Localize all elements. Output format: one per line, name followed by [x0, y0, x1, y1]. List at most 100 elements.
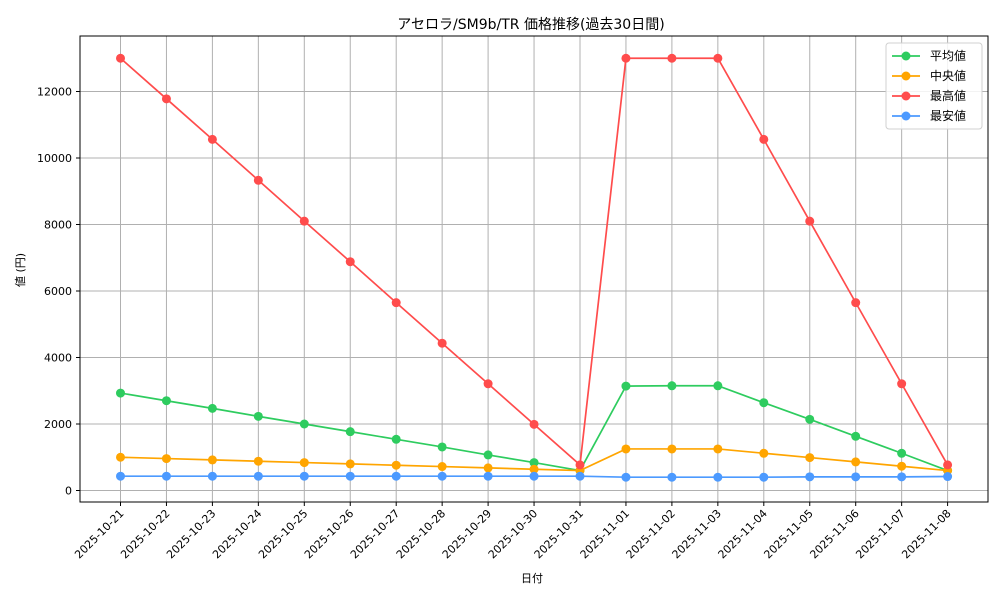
data-point	[437, 462, 447, 472]
data-point	[943, 460, 953, 470]
data-point	[575, 471, 585, 481]
data-point	[851, 431, 861, 441]
y-tick-label: 12000	[37, 86, 72, 99]
data-point	[345, 459, 355, 469]
data-point	[391, 460, 401, 470]
data-point	[483, 450, 493, 460]
x-axis-label: 日付	[521, 572, 543, 585]
data-point	[851, 472, 861, 482]
series-line	[116, 471, 953, 482]
data-point	[391, 434, 401, 444]
data-point	[575, 460, 585, 470]
data-point	[897, 461, 907, 471]
data-point	[805, 472, 815, 482]
data-point	[437, 442, 447, 452]
data-point	[621, 53, 631, 63]
data-point	[943, 472, 953, 482]
data-point	[529, 464, 539, 474]
legend-label: 最安値	[930, 108, 966, 123]
data-point	[897, 472, 907, 482]
data-point	[207, 471, 217, 481]
y-tick-label: 6000	[44, 285, 72, 298]
data-point	[483, 471, 493, 481]
data-point	[253, 471, 263, 481]
data-point	[759, 472, 769, 482]
legend-label: 最高値	[930, 88, 966, 103]
data-point	[667, 381, 677, 391]
data-point	[161, 396, 171, 406]
data-point	[621, 444, 631, 454]
data-point	[805, 216, 815, 226]
legend-label: 中央値	[930, 68, 966, 83]
data-point	[759, 398, 769, 408]
data-point	[207, 134, 217, 144]
data-point	[667, 53, 677, 63]
data-point	[391, 471, 401, 481]
data-point	[345, 471, 355, 481]
series-line	[116, 444, 953, 476]
legend-item: 最高値	[892, 88, 966, 103]
data-point	[299, 216, 309, 226]
data-point	[116, 452, 125, 462]
chart-title: アセロラ/SM9b/TR 価格推移(過去30日間)	[397, 17, 664, 33]
data-point	[897, 379, 907, 389]
legend-item: 最安値	[892, 108, 966, 123]
data-point	[759, 448, 769, 458]
y-tick-label: 0	[65, 485, 72, 498]
series-line	[116, 53, 953, 470]
data-point	[713, 381, 723, 391]
x-tick-label: 2025-11-08	[899, 507, 953, 561]
data-point	[253, 456, 263, 466]
data-point	[759, 134, 769, 144]
data-point	[621, 381, 631, 391]
data-point	[116, 471, 125, 481]
data-point	[483, 463, 493, 473]
legend-label: 平均値	[930, 48, 966, 63]
y-axis-label: 値 (円)	[14, 253, 27, 287]
data-point	[529, 471, 539, 481]
data-point	[299, 419, 309, 429]
data-point	[116, 388, 125, 398]
legend-item: 中央値	[892, 68, 966, 83]
data-point	[667, 444, 677, 454]
x-axis-ticks: 2025-10-212025-10-222025-10-232025-10-24…	[72, 502, 954, 561]
data-point	[207, 455, 217, 465]
data-point	[621, 472, 631, 482]
data-point	[667, 472, 677, 482]
data-point	[391, 298, 401, 308]
y-axis-ticks: 0 2000 4000 6000 8000 10000 12000	[37, 86, 80, 498]
data-point	[437, 471, 447, 481]
grid-lines	[80, 36, 988, 502]
legend-item: 平均値	[892, 48, 966, 63]
data-point	[161, 454, 171, 464]
data-point	[529, 419, 539, 429]
data-point	[161, 471, 171, 481]
data-point	[161, 94, 171, 104]
data-point	[529, 458, 539, 468]
data-point	[805, 453, 815, 463]
y-tick-label: 4000	[44, 352, 72, 365]
data-point	[116, 53, 125, 63]
data-point	[897, 448, 907, 458]
data-point	[713, 444, 723, 454]
data-point	[253, 175, 263, 185]
y-tick-label: 8000	[44, 219, 72, 232]
data-point	[299, 458, 309, 468]
data-point	[345, 427, 355, 437]
data-point	[345, 257, 355, 267]
series-group	[116, 53, 953, 482]
data-point	[253, 411, 263, 421]
data-point	[437, 338, 447, 348]
y-tick-label: 10000	[37, 152, 72, 165]
y-tick-label: 2000	[44, 418, 72, 431]
data-point	[851, 298, 861, 308]
data-point	[805, 414, 815, 424]
data-point	[851, 457, 861, 467]
data-point	[483, 379, 493, 389]
data-point	[713, 53, 723, 63]
data-point	[713, 472, 723, 482]
data-point	[207, 403, 217, 413]
data-point	[299, 471, 309, 481]
